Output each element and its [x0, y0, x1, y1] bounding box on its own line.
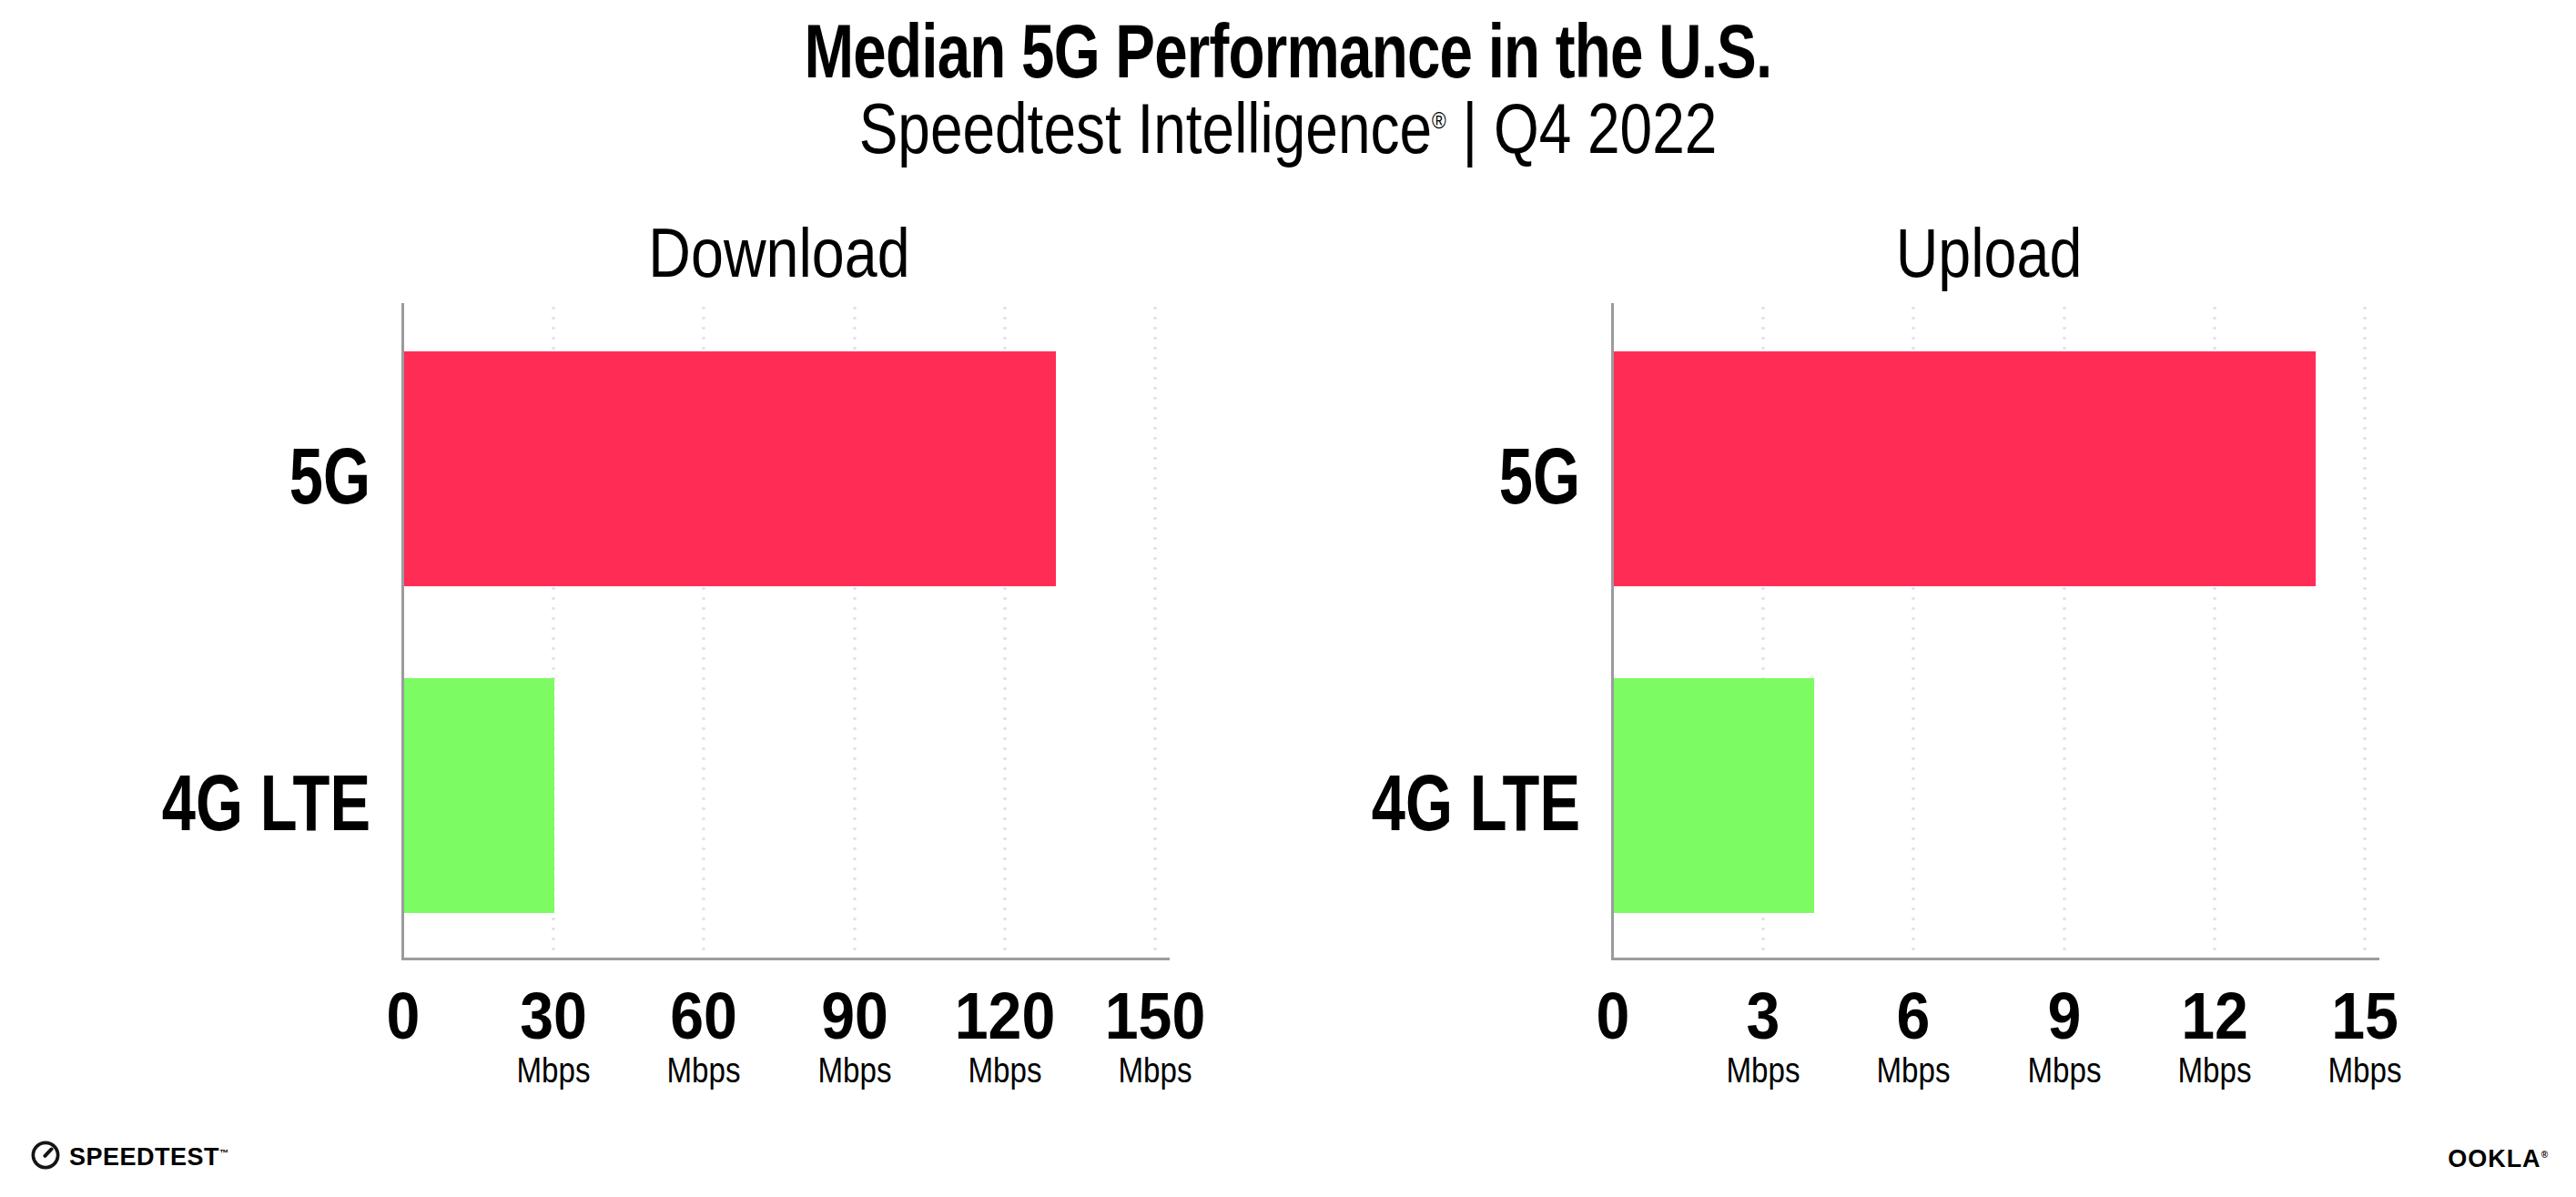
x-axis-upload	[1611, 958, 2379, 960]
gridline-upload-15	[2363, 303, 2367, 960]
x-tick-value: 12	[2139, 983, 2290, 1049]
row-label-5g-upload: 5G	[380, 435, 1580, 517]
x-tick-upload-15: 15Mbps	[2283, 983, 2447, 1090]
bar-4g-lte-upload	[1614, 678, 1814, 913]
x-tick-unit: Mbps	[1844, 1050, 1983, 1090]
trademark-icon: ™	[219, 1148, 229, 1158]
chart-canvas: Median 5G Performance in the U.S. Speedt…	[0, 0, 2576, 1197]
x-tick-value: 9	[1989, 983, 2140, 1049]
x-tick-value: 3	[1688, 983, 1839, 1049]
x-tick-unit: Mbps	[2296, 1050, 2435, 1090]
row-label-4g-lte-upload: 4G LTE	[380, 762, 1580, 844]
ookla-logo: OOKLA®	[2448, 1141, 2549, 1172]
x-tick-upload-3: 3Mbps	[1681, 983, 1845, 1090]
bar-5g-upload	[1614, 351, 2316, 586]
x-tick-unit: Mbps	[1994, 1050, 2134, 1090]
x-tick-upload-12: 12Mbps	[2133, 983, 2297, 1090]
speedtest-logo-text: SPEEDTEST™	[69, 1140, 229, 1171]
registered-mark-icon: ®	[2541, 1150, 2549, 1160]
y-axis-upload	[1611, 303, 1614, 960]
chart-title-upload: Upload	[1669, 218, 2308, 288]
speedtest-gauge-icon	[30, 1140, 61, 1171]
speedtest-logo: SPEEDTEST™	[30, 1140, 229, 1171]
upload-chart-panel: Upload5G4G LTE03Mbps6Mbps9Mbps12Mbps15Mb…	[0, 0, 2576, 1197]
x-tick-value: 15	[2289, 983, 2440, 1049]
x-tick-upload-6: 6Mbps	[1831, 983, 1995, 1090]
x-tick-value: 6	[1839, 983, 1990, 1049]
ookla-logo-text: OOKLA	[2448, 1145, 2541, 1172]
x-tick-upload-9: 9Mbps	[1983, 983, 2146, 1090]
x-tick-unit: Mbps	[1694, 1050, 1833, 1090]
x-tick-value: 0	[1537, 983, 1689, 1049]
x-tick-upload-0: 0	[1531, 983, 1695, 1049]
x-tick-unit: Mbps	[2145, 1050, 2284, 1090]
